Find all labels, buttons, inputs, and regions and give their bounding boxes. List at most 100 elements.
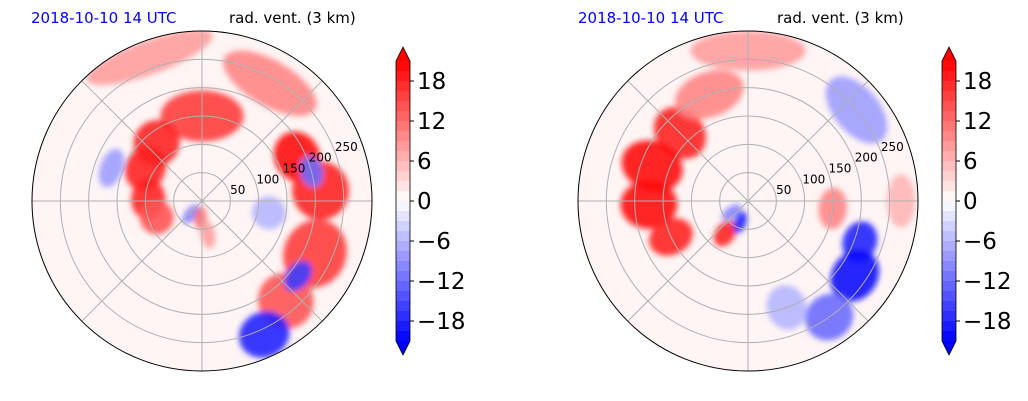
- panel-0-spoke-3: [81, 80, 203, 202]
- panel-0-colorbar-tick-label-6: −18: [417, 309, 466, 335]
- panel-0-colorbar-level-11: [396, 171, 410, 182]
- panel-1-colorbar-level-2: [942, 81, 956, 92]
- panel-1-colorbar-level-19: [942, 251, 956, 262]
- panel-0-colorbar-outline: [395, 46, 411, 356]
- panel-1-colorbar-level-11: [942, 171, 956, 182]
- panel-1-colorbar-level-4: [942, 101, 956, 112]
- panel-0-colorbar-level-8: [396, 141, 410, 152]
- panel-0-feature-17: [251, 196, 286, 230]
- panel-1-colorbar-level-12: [942, 181, 956, 192]
- panel-right-title-date: 2018-10-10 14 UTC: [578, 9, 724, 27]
- panel-left-title-variable: rad. vent. (3 km): [229, 9, 356, 27]
- panel-0-colorbar-level-13: [396, 191, 410, 202]
- panel-0-colorbar-level-10: [396, 161, 410, 172]
- panel-1-colorbar-level-20: [942, 261, 956, 272]
- panel-1-feature-12: [721, 204, 742, 221]
- panel-0-colorbar-level-6: [396, 121, 410, 132]
- panel-0-feature-4: [139, 200, 174, 235]
- panel-0-colorbar-tick-label-3: 0: [417, 189, 432, 215]
- panel-left-field: [86, 31, 349, 358]
- panel-0-colorbar-level-20: [396, 261, 410, 272]
- panel-0-radial-label-3: 200: [309, 151, 332, 165]
- panel-left-colorbar: 18 12 6 0 −6 −12 −18: [395, 46, 466, 356]
- panel-1-feature-4: [713, 220, 737, 247]
- panel-0-colorbar-level-26: [396, 321, 410, 332]
- panel-0-colorbar-level-5: [396, 111, 410, 122]
- panel-1-colorbar-level-25: [942, 311, 956, 322]
- panel-1-spoke-1: [747, 80, 869, 202]
- panel-0-colorbar-level-16: [396, 221, 410, 232]
- panel-0-colorbar-level-19: [396, 251, 410, 262]
- panel-0-colorbar-level-4: [396, 101, 410, 112]
- panel-0-colorbar-level-9: [396, 151, 410, 162]
- panel-0-radial-label-4: 250: [335, 140, 358, 154]
- panel-right-outline: [577, 30, 919, 372]
- panel-0-colorbar-extend-min: [396, 341, 410, 355]
- panel-1-radial-label-2: 150: [829, 161, 852, 175]
- panel-1-colorbar-tick-label-5: −12: [963, 269, 1012, 295]
- panel-left-outline: [31, 30, 373, 372]
- panel-0-colorbar-extend-max: [396, 47, 410, 61]
- panel-1-colorbar-tick-label-0: 18: [963, 69, 992, 95]
- panel-0-spoke-1: [201, 80, 323, 202]
- panel-left-title-date: 2018-10-10 14 UTC: [31, 9, 177, 27]
- panel-1-colorbar-level-16: [942, 221, 956, 232]
- panel-1-colorbar-level-10: [942, 161, 956, 172]
- panel-0-colorbar-tick-label-4: −6: [417, 229, 451, 255]
- panel-1-spoke-5: [627, 200, 749, 322]
- panel-0-feature-14: [182, 204, 200, 224]
- panel-1-colorbar-level-23: [942, 291, 956, 302]
- panel-1-radial-label-1: 100: [802, 172, 825, 186]
- panel-0-colorbar-level-0: [396, 61, 410, 72]
- panel-0-colorbar-tick-label-2: 6: [417, 149, 432, 175]
- panel-0-feature-13: [98, 148, 125, 188]
- panel-0-colorbar-tick-label-1: 12: [417, 109, 446, 135]
- panel-1-colorbar-level-13: [942, 191, 956, 202]
- panel-1-colorbar-level-21: [942, 271, 956, 282]
- panel-0-colorbar-level-15: [396, 211, 410, 222]
- panel-1-colorbar-level-15: [942, 211, 956, 222]
- panel-0-radial-label-0: 50: [230, 183, 245, 197]
- panel-0-colorbar-level-22: [396, 281, 410, 292]
- panel-0-colorbar-level-27: [396, 331, 410, 342]
- panel-0-colorbar-level-17: [396, 231, 410, 242]
- panel-1-colorbar-level-24: [942, 301, 956, 312]
- panel-1-feature-11: [733, 211, 748, 234]
- panel-1-colorbar-level-3: [942, 91, 956, 102]
- panel-0-colorbar-level-3: [396, 91, 410, 102]
- panel-0-colorbar-level-1: [396, 71, 410, 82]
- panel-1-colorbar-level-18: [942, 241, 956, 252]
- panel-0-spoke-5: [81, 200, 203, 322]
- panel-1-colorbar-extend-min: [942, 341, 956, 355]
- panel-1-colorbar-outline: [941, 46, 957, 356]
- panel-0-radial-label-2: 150: [283, 161, 306, 175]
- panel-1-radial-label-4: 250: [881, 140, 904, 154]
- panel-0-colorbar-tick-label-5: −12: [417, 269, 466, 295]
- panel-1-colorbar-level-5: [942, 111, 956, 122]
- panel-1-spoke-7: [747, 200, 869, 322]
- panel-0-colorbar-level-14: [396, 201, 410, 212]
- panel-0-colorbar-level-2: [396, 81, 410, 92]
- panel-0-radial-label-1: 100: [256, 172, 279, 186]
- panel-1-colorbar-tick-label-4: −6: [963, 229, 997, 255]
- panel-0-feature-18: [86, 31, 213, 86]
- panel-right-grid: [578, 31, 918, 371]
- panel-1-radial-label-0: 50: [776, 183, 791, 197]
- panel-0-colorbar-level-18: [396, 241, 410, 252]
- panel-1-colorbar-level-8: [942, 141, 956, 152]
- panel-1-colorbar-level-6: [942, 121, 956, 132]
- panel-right: 2018-10-10 14 UTC rad. vent. (3 km) 50 10…: [577, 9, 1012, 372]
- panel-0-colorbar-level-25: [396, 311, 410, 322]
- panel-0-feature-10: [239, 311, 290, 358]
- panel-1-colorbar-tick-label-6: −18: [963, 309, 1012, 335]
- panel-0-colorbar-tick-label-0: 18: [417, 69, 446, 95]
- panel-0-feature-11: [284, 260, 312, 292]
- panel-1-radial-label-3: 200: [855, 151, 878, 165]
- panel-0-feature-2: [124, 146, 167, 191]
- panel-1-spoke-3: [627, 80, 749, 202]
- panel-1-colorbar-tick-label-3: 0: [963, 189, 978, 215]
- panel-left-grid: [32, 31, 372, 371]
